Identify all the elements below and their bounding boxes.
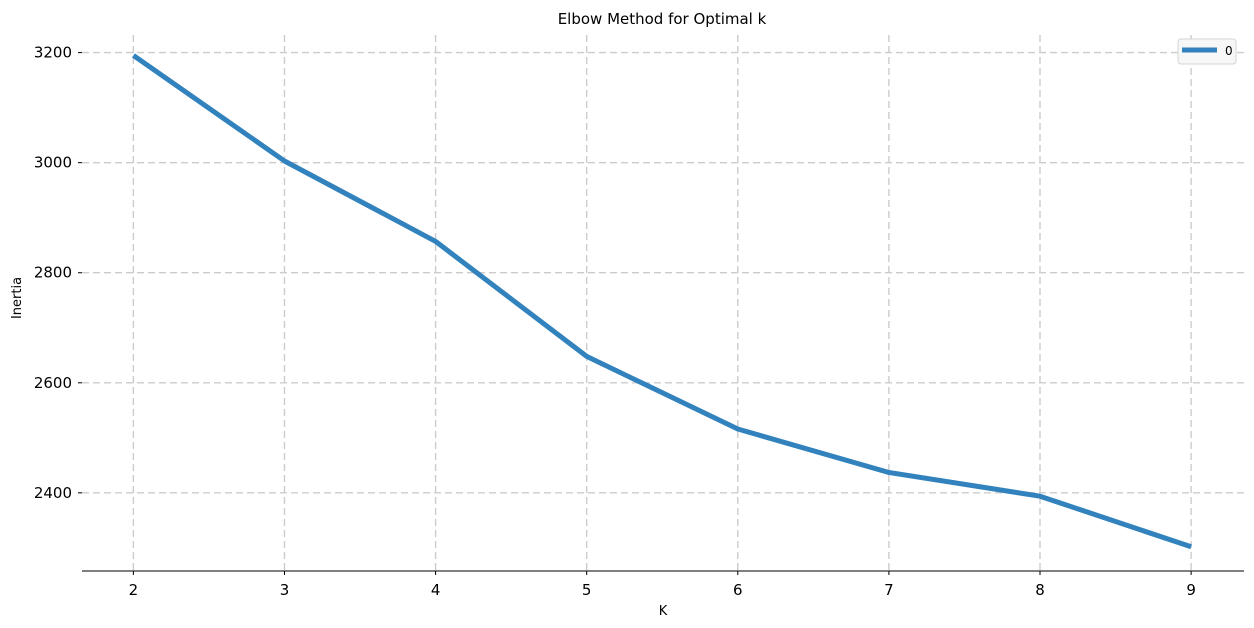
x-axis-label: K [659, 604, 668, 619]
x-tick-label: 5 [582, 581, 592, 599]
x-tick-label: 6 [733, 581, 743, 599]
legend-label: 0 [1225, 44, 1233, 58]
legend: 0 [1177, 38, 1237, 65]
y-tick-label: 2600 [34, 374, 72, 392]
series-line-0 [131, 53, 1192, 550]
y-tick-label: 2400 [34, 484, 72, 502]
ticks-layer: 2 3 4 5 6 7 8 9 2400 2600 2800 3000 3200 [34, 44, 1196, 599]
x-tick-label: 7 [884, 581, 894, 599]
x-tick-label: 3 [280, 581, 290, 599]
x-tick-label: 9 [1186, 581, 1196, 599]
chart-title: Elbow Method for Optimal k [558, 10, 767, 28]
x-tick-label: 2 [129, 581, 139, 599]
series-layer [131, 53, 1192, 550]
y-tick-label: 3000 [34, 154, 72, 172]
grid-layer [82, 35, 1244, 571]
y-axis-label: Inertia [10, 277, 25, 319]
x-tick-label: 4 [431, 581, 441, 599]
x-tick-label: 8 [1035, 581, 1045, 599]
y-tick-label: 2800 [34, 264, 72, 282]
y-tick-label: 3200 [34, 44, 72, 62]
